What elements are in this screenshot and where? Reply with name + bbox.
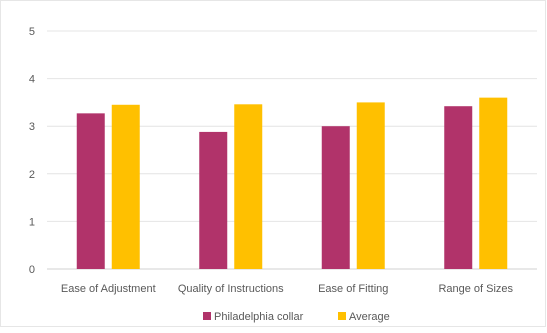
legend-label: Philadelphia collar (214, 311, 304, 323)
y-tick-label: 5 (29, 26, 35, 38)
y-tick-label: 3 (29, 121, 35, 133)
x-category-label: Ease of Fitting (318, 283, 388, 295)
legend-swatch-philadelphia-collar (203, 312, 211, 320)
bar-average-1 (234, 104, 263, 269)
y-axis-ticks: 0 1 2 3 4 5 (29, 26, 35, 276)
y-tick-label: 2 (29, 169, 35, 181)
bar-average-0 (111, 104, 140, 269)
bar-average-2 (356, 102, 385, 270)
x-category-label: Range of Sizes (438, 283, 513, 295)
y-tick-label: 1 (29, 216, 35, 228)
x-category-label: Quality of Instructions (178, 283, 284, 295)
bar-philadelphia-collar-0 (76, 113, 105, 270)
legend-swatch-average (338, 312, 346, 320)
legend: Philadelphia collar Average (203, 311, 390, 323)
legend-label: Average (349, 311, 390, 323)
y-tick-label: 4 (29, 74, 35, 86)
bar-philadelphia-collar-2 (321, 126, 350, 269)
bars (76, 97, 508, 270)
x-axis-labels: Ease of Adjustment Quality of Instruction… (61, 283, 514, 295)
bar-philadelphia-collar-1 (199, 131, 228, 269)
y-tick-label: 0 (29, 264, 35, 276)
bar-philadelphia-collar-3 (444, 106, 473, 269)
bar-average-3 (479, 97, 508, 269)
x-category-label: Ease of Adjustment (61, 283, 156, 295)
